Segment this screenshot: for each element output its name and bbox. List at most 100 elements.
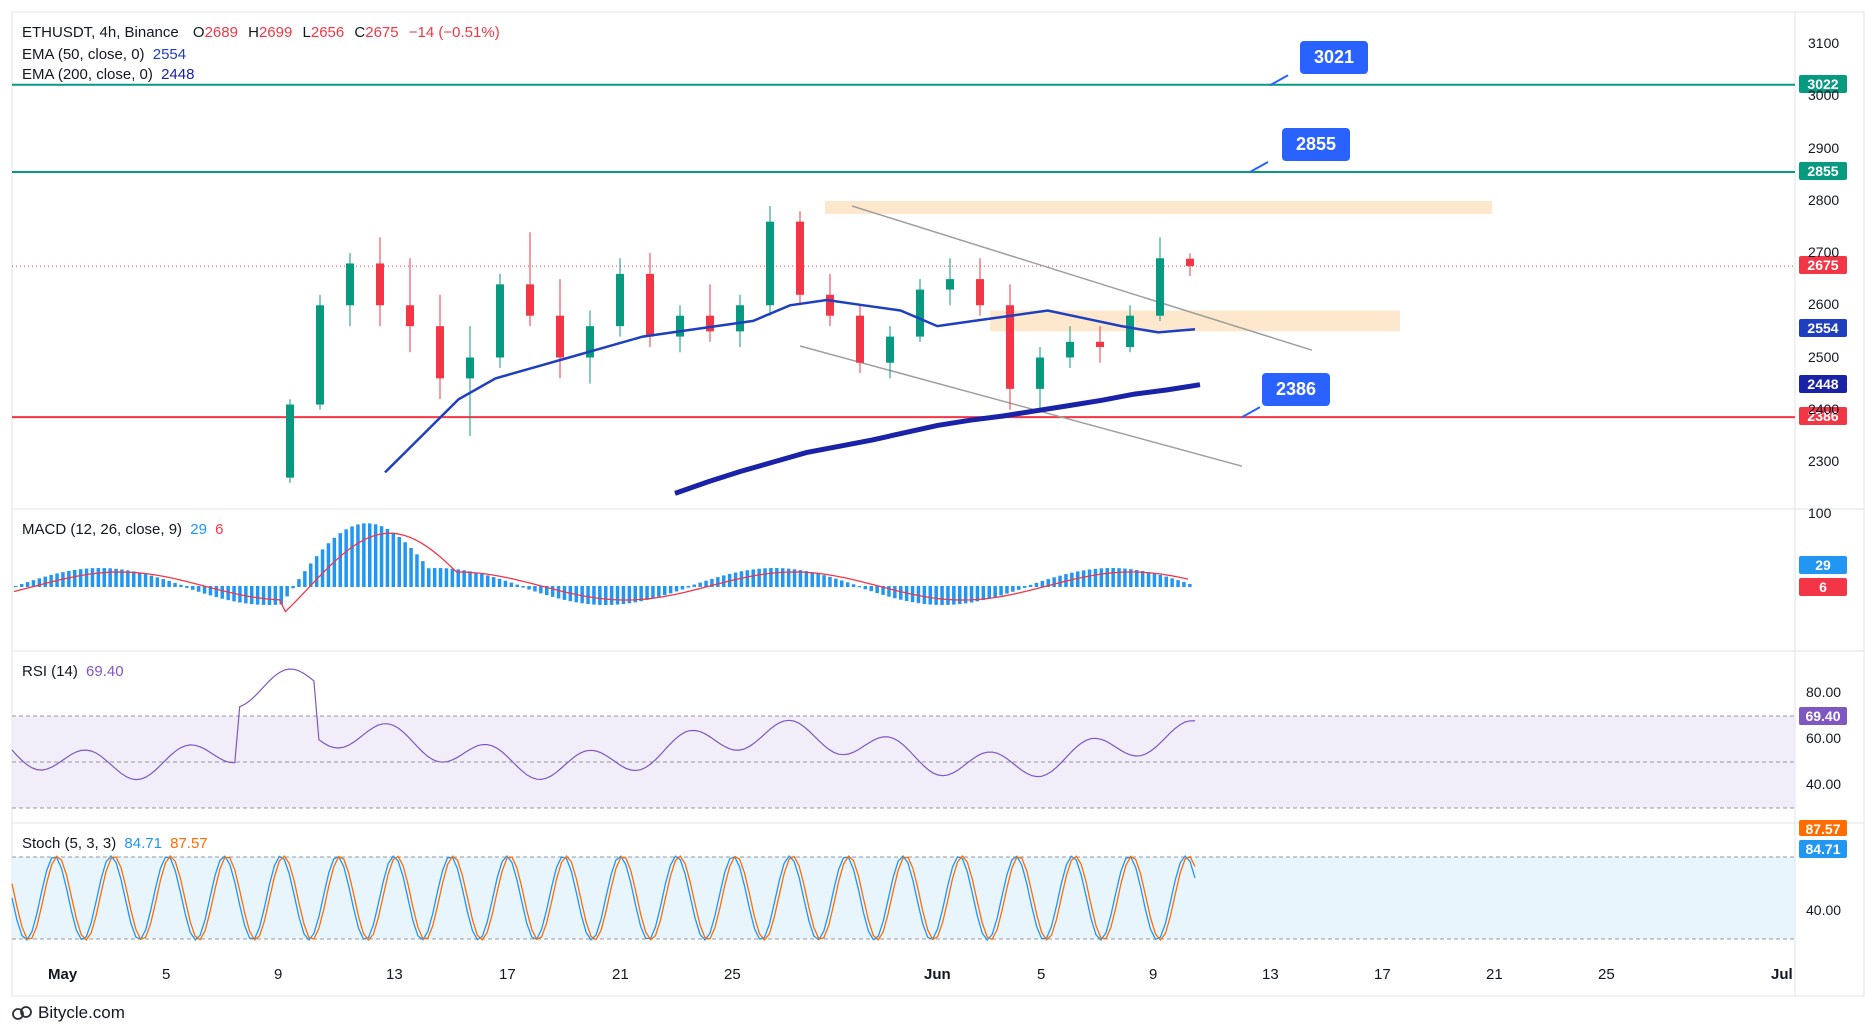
candle-body[interactable] (736, 305, 744, 332)
macd-histogram-bar (604, 586, 608, 605)
rsi-axis-tick-40: 40.00 (1806, 776, 1842, 792)
candle-body[interactable] (316, 305, 324, 405)
candle-body[interactable] (1096, 341, 1104, 348)
channel-upper-line[interactable] (851, 205, 1313, 351)
candle-body[interactable] (346, 263, 354, 306)
candle-body[interactable] (286, 404, 294, 478)
ema200-legend[interactable]: EMA (200, close, 0) 2448 (22, 66, 194, 83)
candle-body[interactable] (496, 284, 504, 358)
macd-histogram-bar (456, 569, 460, 587)
ema200-line[interactable] (674, 382, 1201, 496)
stoch-legend[interactable]: Stoch (5, 3, 3) 84.71 87.57 (22, 835, 208, 852)
candle-body[interactable] (1156, 258, 1164, 316)
macd-histogram-bar (350, 526, 354, 587)
candle-body[interactable] (766, 221, 774, 306)
macd-histogram-bar (362, 523, 366, 587)
stoch-k-line[interactable] (11, 854, 1196, 942)
candle-body[interactable] (706, 315, 714, 332)
macd-histogram-bar (220, 586, 224, 599)
macd-histogram-bar (326, 543, 331, 587)
macd-histogram-bar (25, 582, 30, 587)
macd-histogram-bar (893, 586, 897, 599)
macd-histogram-bar (739, 571, 744, 587)
macd-histogram-bar (126, 570, 130, 587)
macd-legend[interactable]: MACD (12, 26, close, 9) 29 6 (22, 521, 223, 538)
price-tag-2554: 2554 (1799, 319, 1847, 338)
rsi-value: 69.40 (86, 663, 124, 680)
macd-histogram-bar (840, 580, 844, 587)
stoch-d-line[interactable] (11, 854, 1196, 942)
candle-body[interactable] (796, 221, 804, 295)
macd-histogram-bar (722, 575, 726, 587)
footer-brand[interactable]: Bitycle.com (12, 1003, 125, 1023)
time-tick-17: 17 (1374, 966, 1391, 983)
ema50-value: 2554 (152, 46, 187, 63)
candle-body[interactable] (1066, 341, 1074, 358)
ema50-legend[interactable]: EMA (50, close, 0) 2554 (22, 46, 186, 63)
channel-lower-line[interactable] (799, 345, 1243, 467)
callout-3021[interactable]: 3021 (1300, 41, 1369, 75)
macd-histogram-bar (946, 586, 950, 605)
macd-histogram-bar (769, 568, 773, 587)
callout-2386[interactable]: 2386 (1262, 373, 1331, 407)
candle-body[interactable] (436, 326, 444, 379)
callout-2855[interactable]: 2855 (1282, 128, 1351, 161)
macd-axis-tick: 100 (1808, 505, 1832, 521)
candle-body[interactable] (1186, 258, 1194, 267)
rsi-line[interactable] (11, 668, 1196, 781)
stoch-d-value: 87.57 (170, 835, 208, 852)
macd-histogram-bar (226, 586, 230, 601)
macd-histogram-bar (875, 586, 879, 594)
symbol-label[interactable]: ETHUSDT, 4h, Binance (22, 24, 179, 41)
macd-histogram-bar (137, 572, 142, 587)
time-tick-May: May (48, 966, 78, 983)
macd-histogram-bar (73, 569, 77, 587)
ema200-label: EMA (200, close, 0) (22, 66, 153, 83)
candle-body[interactable] (586, 326, 594, 358)
macd-histogram-bar (179, 584, 183, 587)
candle-body[interactable] (826, 294, 834, 316)
candle-body[interactable] (616, 273, 624, 327)
candle-body[interactable] (856, 315, 864, 363)
macd-histogram-bar (491, 577, 496, 587)
macd-histogram-bar (958, 586, 962, 605)
macd-value-1: 29 (190, 521, 207, 538)
time-tick-25: 25 (724, 966, 741, 983)
supply-zone-2[interactable] (990, 310, 1400, 332)
candle-body[interactable] (466, 357, 474, 379)
brand-name: Bitycle.com (38, 1003, 125, 1022)
change-value: −14 (−0.51%) (408, 24, 500, 41)
rsi-legend[interactable]: RSI (14) 69.40 (22, 663, 124, 680)
macd-histogram-bar (303, 571, 307, 587)
candle-body[interactable] (1126, 315, 1134, 348)
candle-body[interactable] (556, 315, 564, 358)
candle-body[interactable] (946, 279, 954, 290)
candle-body[interactable] (886, 336, 894, 363)
candle-body[interactable] (376, 263, 384, 306)
macd-histogram-bar (1081, 570, 1086, 587)
macd-histogram-bar (763, 568, 767, 587)
candle-body[interactable] (646, 273, 654, 337)
candle-body[interactable] (1036, 357, 1044, 389)
candle-body[interactable] (526, 284, 534, 316)
time-tick-5: 5 (162, 966, 171, 983)
macd-histogram-bar (539, 586, 543, 594)
candle-body[interactable] (916, 289, 924, 337)
macd-histogram-bar (515, 584, 519, 587)
price-tick-2600: 2600 (1808, 296, 1840, 313)
time-tick-5: 5 (1037, 966, 1046, 983)
candle-body[interactable] (976, 279, 984, 306)
macd-histogram-bar (132, 571, 136, 587)
ema50-line[interactable] (384, 298, 1196, 474)
macd-histogram-bar (37, 578, 42, 587)
macd-signal-line[interactable] (13, 532, 1189, 613)
macd-histogram-bar (397, 537, 401, 587)
candle-body[interactable] (676, 315, 684, 337)
macd-histogram-bar (1034, 582, 1039, 587)
candle-body[interactable] (1006, 305, 1014, 389)
supply-zone-1[interactable] (825, 200, 1492, 215)
candle-body[interactable] (406, 305, 414, 327)
macd-histogram-bar (1140, 570, 1145, 587)
